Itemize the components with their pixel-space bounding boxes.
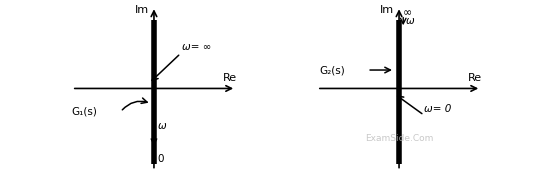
Text: ω= ∞: ω= ∞ [181,42,211,52]
Text: ExamSide.Com: ExamSide.Com [365,134,433,143]
Text: ω: ω [158,121,167,131]
Text: 0: 0 [157,154,164,164]
Text: ω: ω [406,16,415,26]
Text: Re: Re [468,74,482,83]
Text: Re: Re [223,74,237,83]
Text: Im: Im [135,5,149,15]
Text: Im: Im [380,5,394,15]
Text: ∞: ∞ [403,8,413,18]
Text: ω= 0: ω= 0 [424,104,452,114]
Text: G₁(s): G₁(s) [72,107,98,117]
Text: G₂(s): G₂(s) [320,65,345,75]
